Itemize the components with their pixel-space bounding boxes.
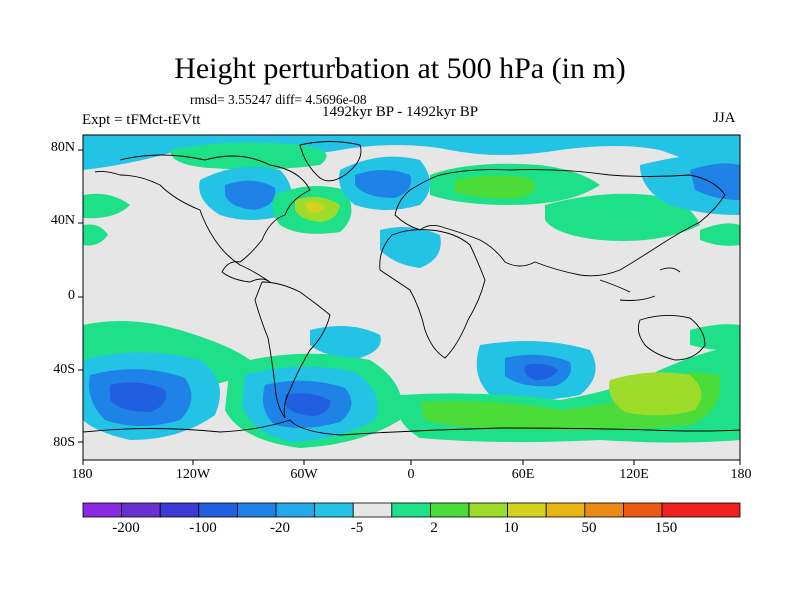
anomaly-south-lime-east: [609, 372, 702, 416]
colorbar-label: 2: [430, 520, 438, 536]
anomaly-europe-blue: [355, 170, 411, 198]
colorbar-swatch-5: [236, 502, 277, 518]
period-label: 1492kyr BP - 1492kyr BP: [322, 104, 479, 120]
stats-text: rmsd= 3.55247 diff= 4.5696e-08: [190, 92, 367, 107]
lon-label-180w: 180: [71, 467, 93, 482]
colorbar-swatch-8: [352, 502, 393, 518]
season-label: JJA: [713, 110, 736, 126]
colorbar-swatch-13: [545, 502, 586, 518]
colorbar-label: -100: [189, 520, 217, 536]
anomaly-west-green: [83, 193, 130, 219]
anomaly-south-deep-indian: [524, 363, 558, 380]
contour-field: [83, 135, 740, 460]
colorbar-swatch-1: [82, 502, 122, 518]
coast-south-america: [254, 281, 331, 419]
anomaly-south-green-ne: [690, 324, 740, 351]
colorbar-swatch-3: [159, 502, 200, 518]
colorbar-swatch-4: [198, 502, 238, 518]
lon-label-60w: 60W: [290, 467, 318, 482]
lat-label-40n: 40N: [50, 213, 75, 228]
colorbar-swatch-2: [121, 502, 161, 518]
colorbar-swatch-12: [507, 502, 547, 518]
anomaly-south-cyan-africa: [310, 326, 381, 358]
anomaly-na-blue: [225, 180, 276, 210]
colorbar-label: -20: [270, 520, 290, 536]
coastlines: [83, 141, 740, 436]
colorbar-swatch-6: [275, 502, 315, 518]
anomaly-east-green: [545, 193, 700, 241]
lon-label-60e: 60E: [511, 467, 535, 482]
coast-eurasia: [394, 169, 726, 277]
coast-maritime-se-asia: [599, 267, 681, 301]
colorbar-label: -200: [112, 520, 140, 536]
colorbar-label: 150: [654, 520, 678, 536]
anomaly-north-tropic-cyan: [380, 226, 441, 268]
lat-label-80s: 80S: [53, 435, 75, 450]
anomaly-atl-yellow: [305, 201, 325, 213]
anomaly-south-deep-mid: [285, 393, 331, 416]
coast-north-america: [94, 154, 311, 283]
lat-label-80n: 80N: [50, 140, 75, 155]
anomaly-south-deep-west: [110, 382, 166, 412]
anomaly-south-green2-east: [420, 372, 721, 431]
lat-label-40s: 40S: [53, 362, 75, 377]
colorbar-swatch-15: [623, 502, 663, 518]
colorbar-swatch-9: [391, 502, 431, 518]
colorbar: [82, 502, 741, 518]
colorbar-label: -5: [350, 520, 364, 536]
lon-label-180e: 180: [730, 467, 752, 482]
lon-label-120e: 120E: [619, 467, 649, 482]
colorbar-swatch-7: [314, 502, 354, 518]
anomaly-north-green-3: [455, 175, 536, 199]
lat-label-0: 0: [68, 288, 75, 303]
colorbar-swatch-10: [429, 502, 470, 518]
coast-antarctica: [83, 419, 740, 436]
colorbar-label: 50: [581, 520, 597, 536]
coast-africa: [379, 229, 486, 359]
anomaly-west-green-2: [83, 224, 108, 246]
anomaly-north-green: [170, 142, 327, 170]
colorbar-swatch-11: [468, 502, 508, 518]
plot-title: Height perturbation at 500 hPa (in m): [174, 52, 626, 85]
lon-label-120w: 120W: [175, 467, 211, 482]
anomaly-east-blue: [690, 163, 740, 200]
colorbar-swatch-16: [661, 502, 741, 518]
experiment-label: Expt = tFMct-tEVtt: [82, 112, 201, 128]
colorbar-label: 10: [503, 520, 519, 536]
coast-australia: [637, 315, 706, 361]
map-ticks: [78, 149, 741, 465]
lon-label-0: 0: [407, 467, 415, 482]
coast-greenland: [299, 141, 362, 182]
colorbar-swatch-14: [584, 502, 624, 518]
anomaly-east-green-edge: [700, 223, 740, 246]
